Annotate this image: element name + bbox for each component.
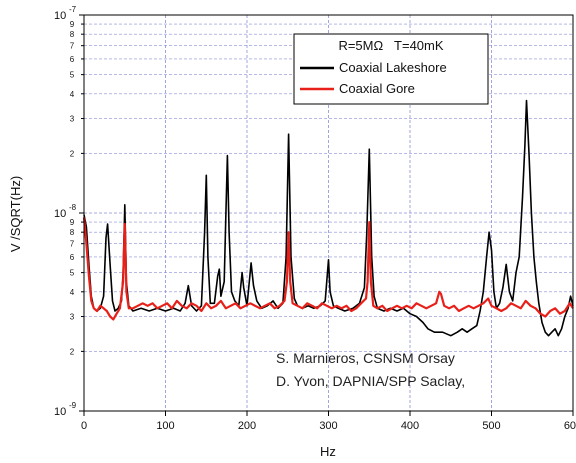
y-minor-label: 8 <box>70 228 75 237</box>
y-decade-exponent: -9 <box>69 401 77 410</box>
y-minor-label: 6 <box>70 253 75 262</box>
series-line-gore <box>82 217 574 321</box>
y-minor-label: 5 <box>70 269 75 278</box>
x-tick-label: 600 <box>564 420 576 432</box>
legend-label-gore: Coaxial Gore <box>339 81 415 96</box>
y-axis-title: V /SQRT(Hz) <box>8 176 23 252</box>
x-tick-label: 100 <box>156 420 174 432</box>
y-minor-label: 4 <box>70 90 75 99</box>
y-decade-label: 10 <box>54 10 66 22</box>
legend-label-lakeshore: Coaxial Lakeshore <box>339 60 447 75</box>
y-minor-label: 7 <box>70 240 75 249</box>
y-decade-label: 10 <box>54 208 66 220</box>
y-minor-label: 8 <box>70 30 75 39</box>
legend: R=5MΩ T=40mK Coaxial Lakeshore Coaxial G… <box>293 33 489 105</box>
annotation-marnieros: S. Marnieros, CSNSM Orsay <box>276 350 455 366</box>
y-decade-exponent: -8 <box>69 203 77 212</box>
x-tick-label: 300 <box>319 420 337 432</box>
y-minor-label: 6 <box>70 55 75 64</box>
y-decade-exponent: -7 <box>69 5 77 14</box>
series-line-lakeshore <box>83 99 574 337</box>
x-tick-label: 0 <box>81 420 87 432</box>
series-layer <box>82 99 574 337</box>
axis-ticks: 010020030040050060010-92345678910-823456… <box>54 5 576 432</box>
y-minor-label: 5 <box>70 71 75 80</box>
legend-header: R=5MΩ T=40mK <box>338 38 443 53</box>
x-tick-label: 200 <box>238 420 256 432</box>
y-minor-label: 4 <box>70 288 75 297</box>
y-minor-label: 3 <box>70 115 75 124</box>
x-tick-label: 400 <box>401 420 419 432</box>
y-minor-label: 7 <box>70 42 75 51</box>
x-tick-label: 500 <box>482 420 500 432</box>
annotation-yvon: D. Yvon, DAPNIA/SPP Saclay, <box>276 373 465 389</box>
y-minor-label: 9 <box>70 20 75 29</box>
x-axis-title: Hz <box>320 444 336 459</box>
y-minor-label: 2 <box>70 149 75 158</box>
y-minor-label: 3 <box>70 313 75 322</box>
y-minor-label: 9 <box>70 218 75 227</box>
y-minor-label: 2 <box>70 347 75 356</box>
y-decade-label: 10 <box>54 406 66 418</box>
